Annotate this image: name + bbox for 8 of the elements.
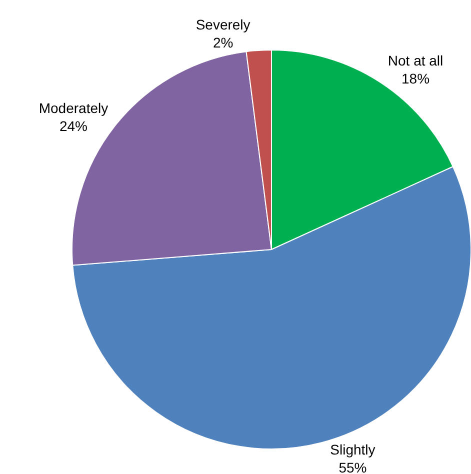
slice-label: Moderately [38, 100, 108, 116]
data-label: 24% [59, 118, 88, 134]
slice-label: Not at all [388, 52, 444, 68]
data-label: 2% [212, 34, 234, 50]
data-label: 55% [338, 460, 367, 474]
data-label: 18% [402, 70, 430, 87]
slice-label: Slightly [330, 442, 376, 458]
slice-label: Severely [196, 16, 250, 32]
